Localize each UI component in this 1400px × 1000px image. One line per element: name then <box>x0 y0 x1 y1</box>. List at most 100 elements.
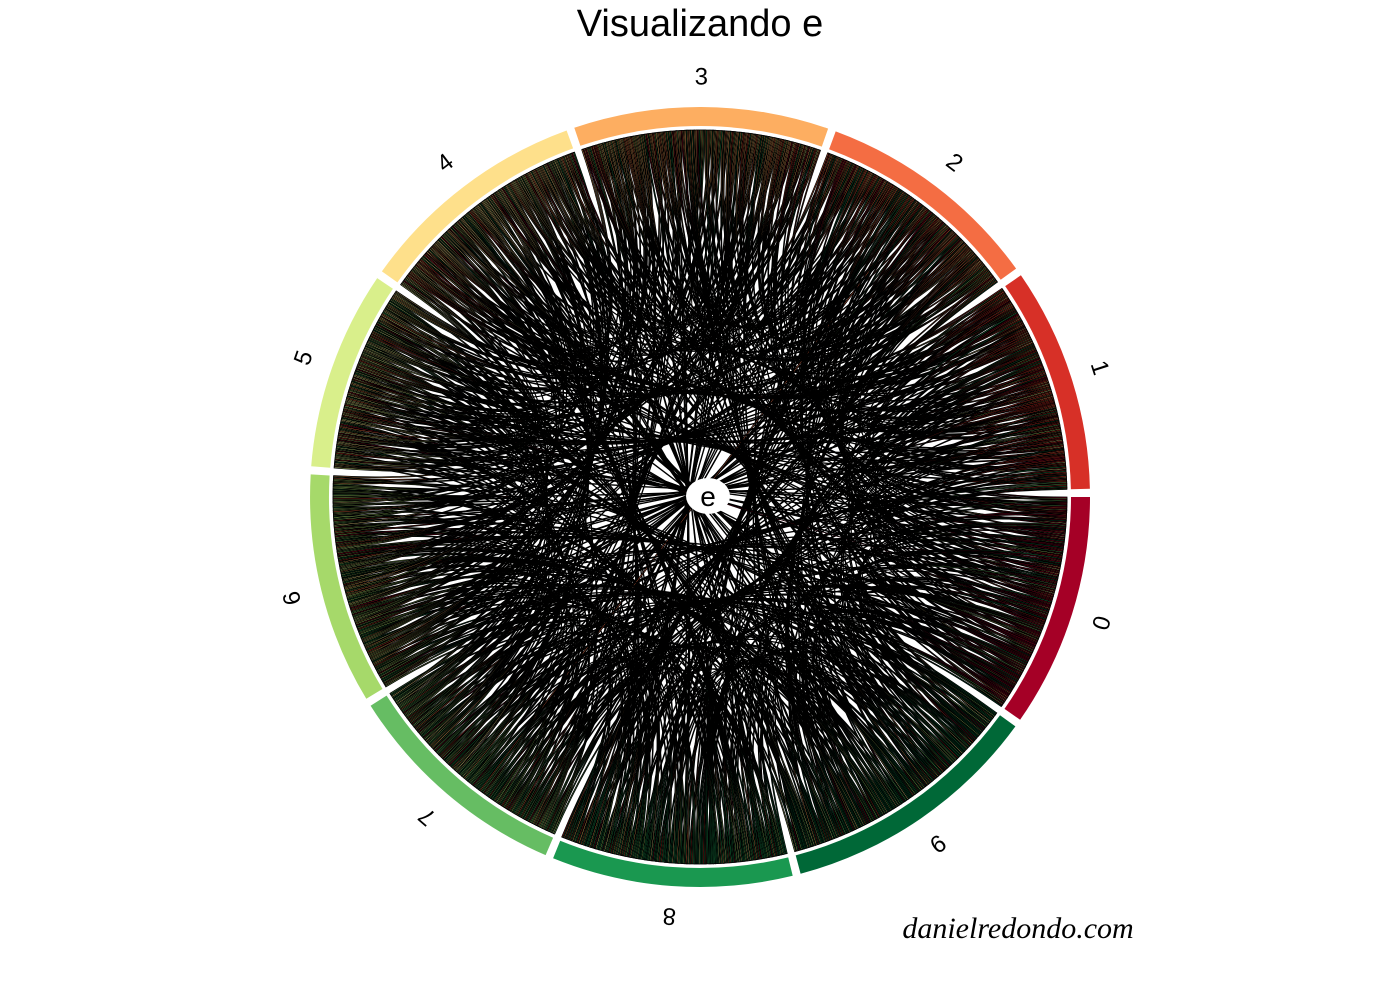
chord-link <box>847 331 1030 747</box>
chord-link <box>551 160 982 359</box>
chord-link <box>351 580 573 804</box>
chord-link <box>373 312 1019 668</box>
chord-link <box>830 194 1052 606</box>
chord-link <box>488 130 681 799</box>
sector-label-3: 3 <box>695 63 708 90</box>
chord-link <box>463 214 934 783</box>
chord-link <box>333 443 1064 526</box>
chord-link <box>370 157 843 663</box>
chord-link <box>334 430 1062 541</box>
sector-label-8: 8 <box>662 902 677 930</box>
chord-link <box>384 620 785 855</box>
chord-link <box>352 582 574 806</box>
chord-link <box>735 131 1036 650</box>
chord-link <box>379 292 1007 678</box>
chord-link <box>333 148 612 470</box>
chord-link <box>543 163 975 357</box>
chord-link <box>491 641 941 801</box>
chord-link <box>609 140 759 861</box>
chord-link <box>709 649 959 865</box>
chord-link <box>424 252 1029 400</box>
chord-link <box>387 301 811 849</box>
chord-link <box>441 590 1038 760</box>
chord-link <box>731 166 864 863</box>
sector-label-9: 9 <box>924 828 950 858</box>
chord-link <box>420 256 758 861</box>
sector-label-6: 6 <box>278 588 307 607</box>
chord-link <box>374 608 590 825</box>
chord-link <box>818 409 1058 818</box>
chord-link <box>377 516 1067 675</box>
chord-link <box>421 256 1027 399</box>
chord-link <box>428 247 973 745</box>
chord-link <box>334 462 596 835</box>
chord-link <box>738 133 857 831</box>
chord-link <box>376 268 549 672</box>
chord-link <box>866 291 1068 505</box>
chord-link <box>805 204 924 804</box>
chord-link <box>686 180 889 865</box>
chord-link <box>333 283 536 472</box>
chord-link <box>842 360 1042 770</box>
chord-link <box>369 141 629 660</box>
chord-link <box>546 294 1008 832</box>
chord-link <box>334 527 1033 655</box>
sector-track-3 <box>574 106 829 147</box>
chart-title: Visualizando e <box>577 3 823 45</box>
chord-link <box>345 193 909 595</box>
chord-link <box>751 525 1067 860</box>
chord-link <box>645 662 907 861</box>
sector-track-0 <box>1004 497 1090 720</box>
chord-link <box>687 129 901 331</box>
chord-link <box>417 599 1020 734</box>
chord-link <box>585 147 995 719</box>
chord-link <box>409 155 838 362</box>
chord-link <box>365 604 755 861</box>
chord-link <box>409 258 981 724</box>
chord-link <box>692 129 1051 413</box>
chord-link <box>742 675 787 855</box>
chord-link <box>535 167 1025 672</box>
chord-link <box>441 234 594 816</box>
chord-link <box>404 276 992 723</box>
chord-link <box>696 653 947 865</box>
chord-link <box>336 276 538 456</box>
chord-link <box>619 138 1066 540</box>
center-label-group: e <box>686 478 730 514</box>
chord-link <box>825 185 1055 597</box>
sector-track-4 <box>381 130 574 283</box>
chord-link <box>700 652 950 865</box>
chord-link <box>342 203 564 585</box>
chord-link <box>512 666 731 864</box>
chord-link <box>804 179 945 773</box>
sector-track-7 <box>370 695 554 856</box>
chord-link <box>515 178 956 354</box>
chord-link <box>333 464 1068 500</box>
chord-link <box>348 214 560 606</box>
chord-link <box>483 198 926 351</box>
chord-link <box>757 136 1067 468</box>
chord-link <box>695 176 881 865</box>
chord-link <box>766 631 997 855</box>
chord-link <box>549 147 637 833</box>
chord-link <box>383 616 600 834</box>
chord-link <box>624 130 723 857</box>
chord-link <box>801 169 963 756</box>
chord-link <box>529 170 1065 455</box>
chord-link <box>645 133 1062 566</box>
chord-link <box>522 635 975 820</box>
chord-link <box>480 200 592 350</box>
chord-link <box>354 129 717 405</box>
sector-track-1 <box>1005 275 1090 490</box>
chord-link <box>462 195 590 779</box>
chord-link <box>348 382 1050 443</box>
sector-label-4: 4 <box>432 148 459 178</box>
chord-link <box>675 130 1056 593</box>
chord-link <box>333 147 613 468</box>
chord-link <box>841 223 1038 643</box>
chord-link <box>360 586 971 748</box>
chord-link <box>482 392 1053 795</box>
chord-link <box>337 141 627 446</box>
chord-link <box>591 145 1015 375</box>
